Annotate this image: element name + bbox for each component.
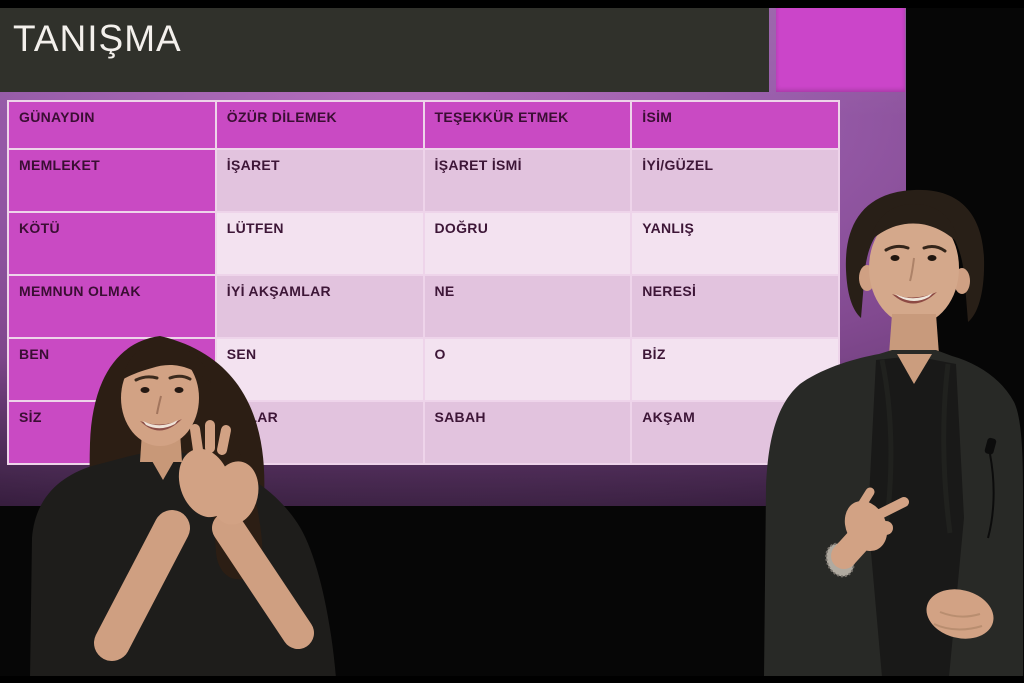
table-cell: YANLIŞ <box>632 213 838 274</box>
slide-title: TANIŞMA <box>13 18 182 59</box>
table-header-cell: ÖZÜR DİLEMEK <box>216 102 423 148</box>
table-cell: NE <box>424 276 631 337</box>
accent-rectangle <box>776 7 905 92</box>
table-cell: İYİ/GÜZEL <box>632 150 838 211</box>
table-cell: NERESİ <box>632 276 838 337</box>
table-cell: İYİ AKŞAMLAR <box>216 276 423 337</box>
table-cell: İŞARET İSMİ <box>424 150 631 211</box>
title-bar: TANIŞMA <box>0 8 769 92</box>
table-cell: SEN <box>216 339 423 400</box>
table-header-cell: GÜNAYDIN <box>9 102 215 148</box>
letterbox-top <box>0 0 1024 8</box>
table-cell: KÖTÜ <box>9 213 215 274</box>
clip-microphone <box>984 437 997 455</box>
table-cell: İŞARET <box>216 150 423 211</box>
table-cell: LÜTFEN <box>216 213 423 274</box>
table-header-cell: TEŞEKKÜR ETMEK <box>424 102 631 148</box>
table-header-cell: İSİM <box>632 102 838 148</box>
letterbox-bottom <box>0 676 1024 683</box>
table-cell: SABAH <box>424 402 631 463</box>
table-cell: MEMNUN OLMAK <box>9 276 215 337</box>
sign-language-interpreter <box>30 336 336 678</box>
table-cell: MEMLEKET <box>9 150 215 211</box>
table-cell: DOĞRU <box>424 213 631 274</box>
table-cell: O <box>424 339 631 400</box>
presenter <box>764 189 1023 677</box>
